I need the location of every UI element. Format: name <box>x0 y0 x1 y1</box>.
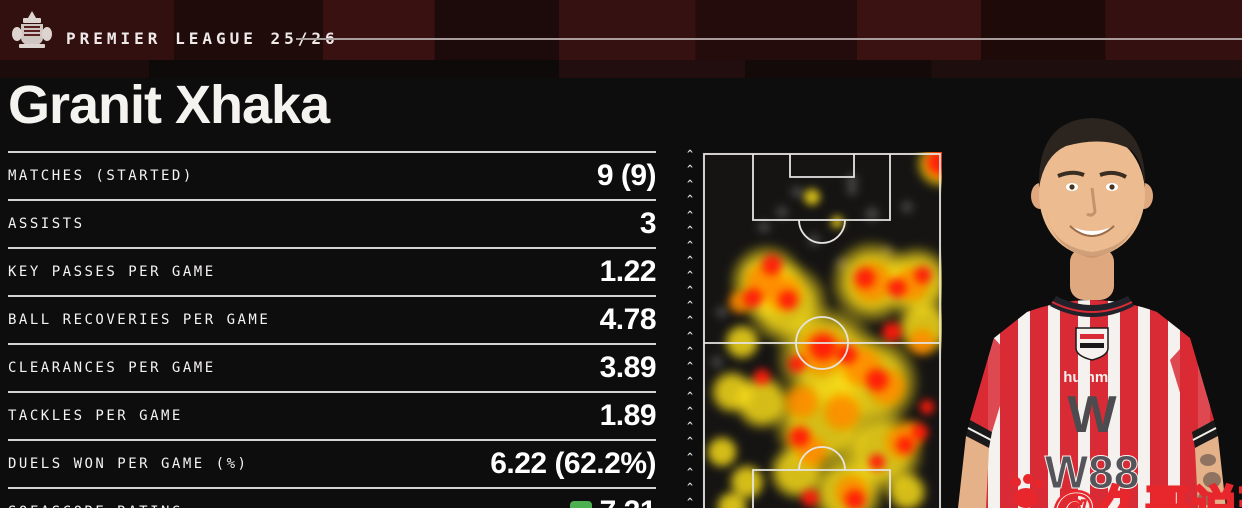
up-arrow-icon: ^ <box>686 209 694 221</box>
top-banner-texture <box>0 60 1242 78</box>
up-arrow-icon: ^ <box>686 391 694 402</box>
stat-label: TACKLES PER GAME <box>8 408 183 424</box>
sponsor-w-logo: W <box>1067 386 1117 444</box>
up-arrow-icon: ^ <box>686 375 694 387</box>
stat-value: 4.78 <box>599 303 657 336</box>
touch-heatmap <box>702 152 942 508</box>
up-arrow-icon: ^ <box>686 451 694 463</box>
stat-value: 6.22 (62.2%) <box>490 447 656 480</box>
up-arrow-icon: ^ <box>686 194 694 206</box>
up-arrow-icon: ^ <box>686 345 694 357</box>
up-arrow-icon: ^ <box>686 466 694 478</box>
tattoo <box>1198 454 1221 505</box>
stat-value: 7.21 <box>600 495 657 508</box>
page-title: Granit Xhaka <box>8 75 330 135</box>
stat-value: 1.22 <box>599 255 657 288</box>
up-arrow-icon: ^ <box>686 300 694 312</box>
stat-value: 9 (9) <box>596 159 657 192</box>
player-face <box>1031 118 1153 300</box>
up-arrow-icon: ^ <box>686 164 694 176</box>
up-arrow-icon: ^ <box>686 285 694 297</box>
stat-row: CLEARANCES PER GAME 3.89 <box>8 343 657 391</box>
stat-label: MATCHES (STARTED) <box>8 168 194 184</box>
top-banner <box>0 0 1242 60</box>
rating-row: SOFASCORE RATING 7.21 <box>8 487 657 508</box>
up-arrow-icon: ^ <box>686 224 694 236</box>
up-arrow-icon: ^ <box>686 330 694 342</box>
up-arrow-icon: ^ <box>686 360 694 372</box>
stat-label: CLEARANCES PER GAME <box>8 360 216 376</box>
sunderland-crest-icon <box>8 7 56 55</box>
up-arrow-icon: ^ <box>686 406 694 418</box>
stat-row: TACKLES PER GAME 1.89 <box>8 391 657 439</box>
watermark-text: @久哥说球 <box>1051 481 1242 508</box>
up-arrow-icon: ^ <box>686 315 694 327</box>
sponsor-w88-label: W88 <box>1045 446 1140 498</box>
stat-label: BALL RECOVERIES PER GAME <box>8 312 271 328</box>
shirt <box>958 296 1226 508</box>
up-arrow-icon: ^ <box>686 481 694 493</box>
player-photo: hummel W W88 <box>942 60 1242 508</box>
attack-direction-arrows: ^ ^ ^ ^ ^ ^ ^ ^ ^ ^ ^ ^ ^ ^ ^ ^ ^ ^ ^ ^ ^ ^ ^ ^ <box>682 150 698 508</box>
stat-label: SOFASCORE RATING <box>8 504 183 508</box>
stat-row: ASSISTS 3 <box>8 199 657 247</box>
header-rule <box>296 38 1242 40</box>
heatmap-blobs <box>702 152 942 508</box>
stat-row: DUELS WON PER GAME (%) 6.22 (62.2%) <box>8 439 656 487</box>
pitch-lines <box>703 153 941 508</box>
up-arrow-icon: ^ <box>686 254 694 266</box>
stats-table: MATCHES (STARTED) 9 (9) ASSISTS 3 KEY PA… <box>8 151 657 508</box>
watermark: @久哥说球 <box>1006 472 1242 508</box>
watermark-paw-icon <box>1011 474 1043 508</box>
stat-row: BALL RECOVERIES PER GAME 4.78 <box>8 295 657 343</box>
stat-row: MATCHES (STARTED) 9 (9) <box>8 151 657 199</box>
up-arrow-icon: ^ <box>686 239 694 251</box>
up-arrow-icon: ^ <box>686 149 694 160</box>
stat-value: 3 <box>639 207 657 240</box>
stat-label: ASSISTS <box>8 216 85 232</box>
stat-label: DUELS WON PER GAME (%) <box>8 456 249 472</box>
up-arrow-icon: ^ <box>686 421 694 433</box>
rating-badge <box>569 501 592 508</box>
league-label: PREMIER LEAGUE 25/26 <box>66 29 339 48</box>
up-arrow-icon: ^ <box>686 179 694 191</box>
stat-label: KEY PASSES PER GAME <box>8 264 216 280</box>
stat-row: KEY PASSES PER GAME 1.22 <box>8 247 657 295</box>
stat-value: 3.89 <box>599 351 657 384</box>
up-arrow-icon: ^ <box>686 270 694 281</box>
shirt-crest-icon <box>1075 327 1109 361</box>
up-arrow-icon: ^ <box>686 496 694 508</box>
shirt-brand-label: hummel <box>1063 369 1121 386</box>
up-arrow-icon: ^ <box>686 436 694 448</box>
stat-value: 1.89 <box>599 399 657 432</box>
